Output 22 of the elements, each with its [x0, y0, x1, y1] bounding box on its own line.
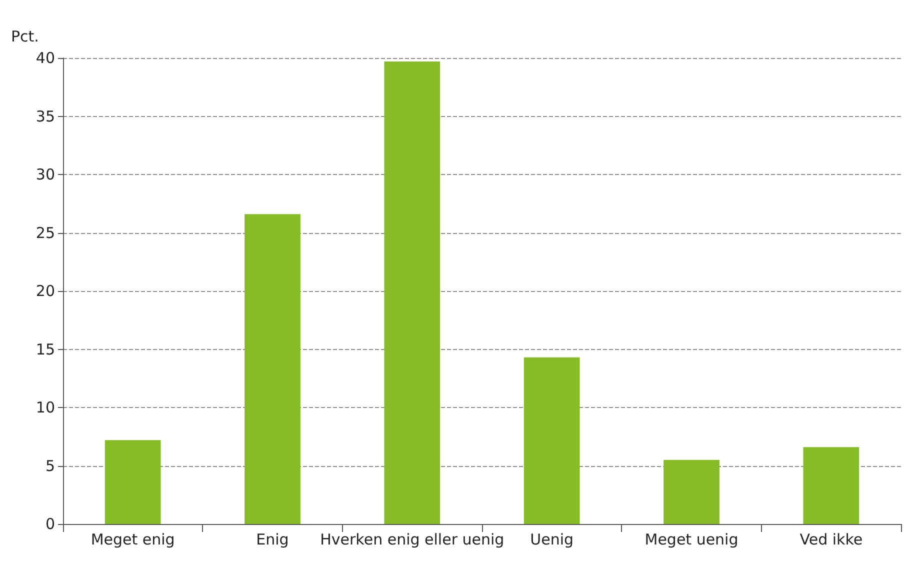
- x-tick-label: Enig: [256, 530, 289, 548]
- y-tick-label: 35: [36, 107, 55, 126]
- y-axis-title: Pct.: [11, 28, 39, 46]
- y-tick-label: 15: [36, 340, 55, 358]
- bar: [664, 460, 720, 524]
- y-tick-label: 10: [36, 398, 55, 416]
- bar: [384, 61, 440, 524]
- y-tick-label: 20: [36, 282, 55, 300]
- bar: [524, 357, 580, 524]
- x-tick-label: Uenig: [530, 530, 574, 548]
- y-tick-label: 0: [45, 515, 55, 533]
- bar: [803, 447, 860, 524]
- x-tick-label: Meget enig: [90, 530, 175, 548]
- y-tick-label: 40: [36, 49, 55, 67]
- bar: [244, 214, 300, 524]
- x-tick-label: Meget uenig: [644, 530, 738, 548]
- x-tick-label: Hverken enig eller uenig: [320, 530, 504, 548]
- y-tick-label: 30: [36, 166, 55, 184]
- y-tick-label: 5: [45, 456, 55, 475]
- x-tick-label: Ved ikke: [800, 530, 863, 548]
- y-tick-label: 25: [36, 224, 55, 242]
- bar: [104, 440, 161, 524]
